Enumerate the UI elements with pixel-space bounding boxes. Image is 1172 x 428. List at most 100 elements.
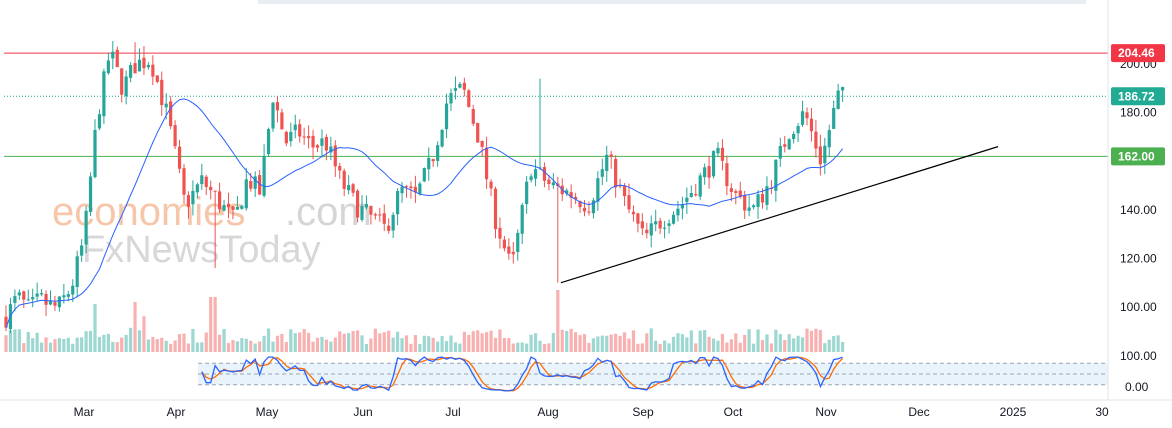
candle-body (698, 175, 702, 197)
candle-body (792, 133, 796, 140)
x-axis-tick-label: Dec (908, 405, 929, 419)
candle-body (778, 145, 782, 159)
volume-bar (560, 329, 564, 352)
volume-bar (404, 335, 409, 352)
candle-body (694, 194, 698, 196)
candle-body (129, 65, 133, 78)
volume-bar (93, 304, 97, 352)
oscillator-tick-label: 0.00 (1125, 380, 1149, 394)
candle-body (133, 63, 137, 74)
candle-body (836, 90, 840, 109)
candle-body (13, 296, 17, 303)
volume-bar (329, 341, 333, 352)
volume-bar (542, 343, 547, 352)
volume-bar (676, 333, 680, 352)
candle-body (511, 251, 515, 255)
candle-body (137, 59, 142, 72)
candle-body (667, 223, 671, 227)
candle-body (716, 147, 720, 154)
candle-body (382, 213, 386, 224)
candle-body (347, 185, 351, 191)
volume-bar (787, 334, 791, 352)
candle-body (231, 206, 235, 211)
x-axis-tick-label: Sep (632, 405, 654, 419)
candle-body (622, 185, 627, 197)
candle-body (551, 182, 555, 186)
volume-bar (84, 331, 88, 352)
volume-bar (796, 335, 800, 352)
volume-bar (66, 337, 70, 352)
candle-body (151, 64, 155, 77)
candle-body (169, 101, 173, 127)
volume-bar (471, 331, 475, 352)
volume-bar (262, 335, 266, 352)
volume-bar (4, 335, 8, 352)
candle-body (569, 192, 573, 198)
candle-body (209, 186, 213, 191)
volume-bar (378, 333, 382, 352)
volume-bar (146, 339, 150, 352)
candle-body (53, 302, 57, 306)
candle-body (266, 129, 271, 155)
x-axis-tick-label: Jun (353, 405, 372, 419)
candle-body (173, 125, 177, 147)
candle-body (320, 138, 324, 146)
candle-body (685, 197, 689, 203)
candle-body (814, 131, 818, 149)
candle-body (355, 190, 360, 218)
volume-bar (645, 333, 649, 352)
candle-body (307, 136, 311, 139)
watermark-sub: FxNewsToday (82, 229, 321, 271)
volume-bar (307, 332, 311, 352)
volume-bar (671, 336, 676, 352)
candle-body (520, 204, 524, 234)
volume-bar (355, 330, 360, 352)
x-axis-tick-label: 2025 (1000, 405, 1027, 419)
volume-bar (266, 328, 271, 352)
candle-body (471, 108, 475, 124)
candle-body (627, 195, 631, 210)
volume-bar (186, 343, 191, 352)
candle-body (462, 82, 466, 90)
candle-body (191, 190, 195, 205)
volume-bar (756, 329, 760, 352)
candle-body (62, 295, 66, 298)
volume-bar (832, 335, 836, 352)
candle-body (800, 111, 805, 125)
candle-body (404, 186, 409, 188)
candle-body (542, 167, 547, 181)
candle-body (369, 205, 373, 215)
candle-body (396, 191, 400, 215)
volume-bar (747, 329, 751, 352)
candle-body (485, 147, 489, 180)
volume-bar (427, 336, 431, 352)
volume-bar (654, 340, 658, 352)
volume-bar (155, 339, 159, 352)
volume-bar (226, 343, 231, 352)
stochastic-k-line (201, 356, 843, 392)
volume-bar (396, 331, 400, 352)
x-axis-tick-label: Nov (815, 405, 836, 419)
volume-bar (133, 301, 137, 352)
volume-bar (369, 338, 373, 352)
volume-bar (249, 340, 253, 352)
candle-body (378, 214, 382, 216)
watermark-brand: economies (52, 190, 245, 234)
volume-bar (743, 334, 747, 352)
volume-bar (605, 335, 609, 352)
candle-body (756, 194, 760, 207)
candle-body (720, 147, 725, 161)
y-axis-tick-label: 140.00 (1120, 203, 1157, 217)
candle-body (204, 176, 208, 187)
volume-bar (258, 341, 262, 352)
candle-body (160, 79, 164, 106)
volume-bar (836, 335, 840, 352)
volume-bar (342, 333, 346, 352)
volume-bar (200, 342, 204, 352)
volume-bar (533, 333, 538, 352)
candle-body (493, 188, 498, 230)
volume-bar (8, 330, 13, 352)
volume-bar (71, 343, 75, 352)
volume-bar (792, 338, 796, 352)
volume-bar (769, 343, 773, 352)
